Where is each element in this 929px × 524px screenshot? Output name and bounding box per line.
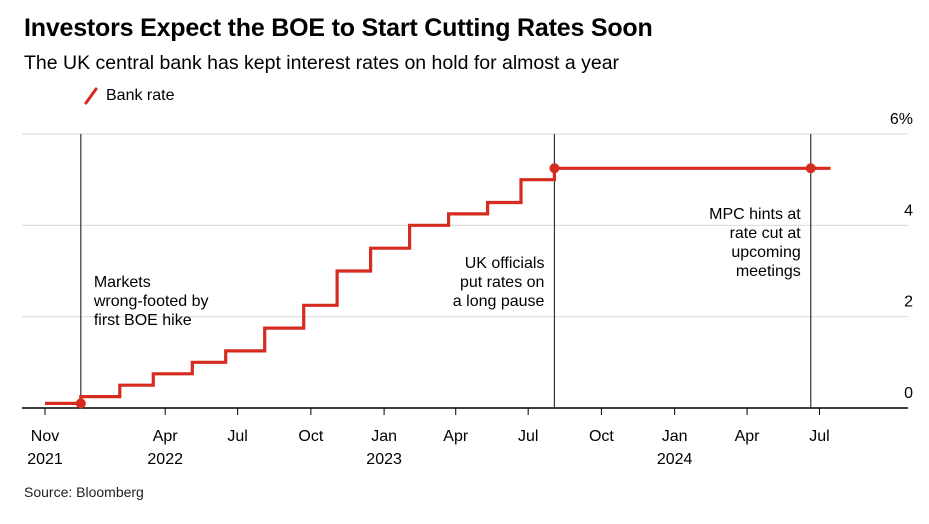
annotation-lines-layer <box>80 134 812 408</box>
series-line-bank-rate <box>45 166 831 405</box>
x-tick-label: Apr <box>443 428 469 445</box>
x-tick-label: Apr <box>735 428 761 445</box>
annotation-text: UK officials <box>465 255 545 272</box>
x-tick-label: Jul <box>227 428 247 445</box>
chart-subtitle: The UK central bank has kept interest ra… <box>24 52 620 74</box>
y-axis: 0 2 4 6% <box>890 111 913 402</box>
annotation-text: Markets <box>94 274 151 291</box>
marker-layer <box>75 163 816 409</box>
annotation-text: a long pause <box>453 293 545 310</box>
data-point-marker <box>549 163 560 174</box>
chart-title: Investors Expect the BOE to Start Cuttin… <box>24 14 653 42</box>
y-tick-label: 4 <box>904 202 913 219</box>
x-tick-label: Apr <box>153 428 179 445</box>
annotation-text-layer: Markets wrong-footed by first BOE hike UK o… <box>93 206 801 329</box>
y-tick-label: 0 <box>904 385 913 402</box>
x-tick-year-label: 2022 <box>147 451 183 468</box>
annotation-text: MPC hints at <box>709 206 801 223</box>
x-tick-label: Oct <box>298 428 323 445</box>
x-tick-label: Jul <box>809 428 829 445</box>
x-tick-label: Jan <box>371 428 397 445</box>
x-tick-label: Nov <box>31 428 59 445</box>
annotation-text: wrong-footed by <box>93 293 209 310</box>
x-tick-label: Jan <box>662 428 688 445</box>
annotation-text: upcoming <box>731 244 800 261</box>
x-tick-label: Oct <box>589 428 614 445</box>
y-tick-label: 2 <box>904 294 913 311</box>
annotation-text: meetings <box>736 263 801 280</box>
legend-label-bank-rate: Bank rate <box>106 87 175 104</box>
annotation-text: first BOE hike <box>94 312 192 329</box>
chart-plot: Nov 2021 Apr 2022 Jul Oct Jan 2023 Apr Jul Oct Jan 2… <box>22 111 913 468</box>
legend: Bank rate <box>84 85 174 107</box>
y-tick-label: 6% <box>890 111 913 128</box>
x-tick-year-label: 2024 <box>657 451 693 468</box>
x-tick-year-label: 2023 <box>366 451 402 468</box>
data-point-marker <box>805 163 816 174</box>
grid-layer <box>22 133 908 318</box>
legend-swatch-bank-rate <box>84 87 98 105</box>
series-layer <box>45 166 831 405</box>
x-axis: Nov 2021 Apr 2022 Jul Oct Jan 2023 Apr Jul Oct Jan 2… <box>22 407 908 468</box>
annotation-text: rate cut at <box>730 225 802 242</box>
x-tick-year-label: 2021 <box>27 451 63 468</box>
x-tick-label: Jul <box>518 428 538 445</box>
source-note: Source: Bloomberg <box>24 484 144 500</box>
data-point-marker <box>75 398 86 409</box>
annotation-text: put rates on <box>460 274 545 291</box>
